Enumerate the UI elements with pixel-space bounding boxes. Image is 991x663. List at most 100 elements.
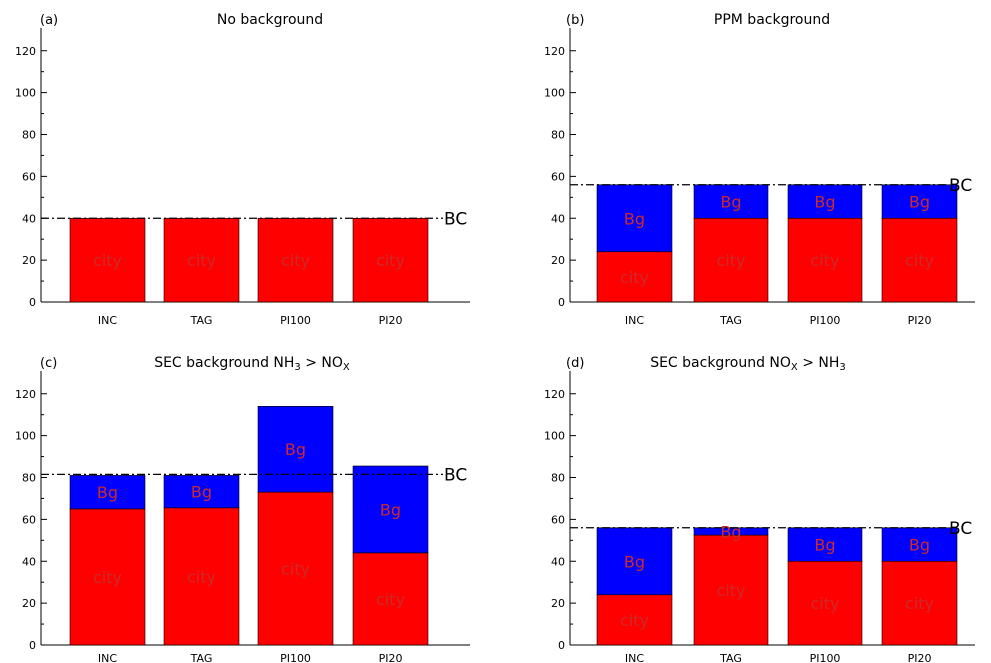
y-tick-label: 60 — [22, 170, 36, 183]
bar-segment-label: city — [905, 594, 934, 613]
chart-panel-1: (b) PPM background 0 20 40 60 80 100 120 city Bg IN… — [544, 12, 975, 327]
bar-segment-label: city — [376, 251, 405, 270]
bar-city — [881, 560, 958, 646]
bar-city — [787, 217, 863, 303]
panel-label: (d) — [566, 356, 584, 371]
bar-bg — [257, 406, 334, 493]
x-tick-label: TAG — [719, 314, 742, 327]
x-tick-label: TAG — [719, 652, 742, 663]
bar-bg — [881, 184, 958, 219]
title-segment: SEC background NH — [154, 355, 294, 371]
bar-segment-label: city — [811, 251, 840, 270]
title-segment: > NH — [798, 355, 840, 371]
bar-segment-label: city — [620, 611, 649, 630]
y-tick-label: 0 — [558, 639, 565, 652]
bar-city — [163, 507, 240, 646]
bar-segment-label: Bg — [720, 522, 741, 541]
bar-segment-label: city — [281, 560, 310, 579]
x-tick-label: PI100 — [280, 314, 311, 327]
bar-bg — [352, 465, 429, 554]
title-segment: > NO — [301, 355, 343, 371]
bar-segment-label: city — [717, 581, 746, 600]
y-tick-label: 100 — [15, 87, 36, 100]
x-tick-label: PI20 — [908, 652, 932, 663]
panel-title: SEC background NH3 > NOX — [154, 355, 350, 373]
bar-segment-label: city — [281, 251, 310, 270]
bar-city — [352, 217, 429, 303]
y-tick-label: 120 — [15, 388, 36, 401]
title-subscript: 3 — [839, 362, 845, 373]
chart-panel-0: (a) No background 0 20 40 60 80 100 120 city INC ci… — [15, 12, 470, 327]
title-segment: SEC background NO — [650, 355, 791, 371]
bar-segment-label: city — [376, 590, 405, 609]
y-tick-label: 80 — [551, 129, 565, 142]
bar-segment-label: Bg — [624, 209, 645, 228]
bar-bg — [596, 527, 673, 596]
chart-panel-2: (c) SEC background NH3 > NOX 0 20 40 60 80 100 1… — [15, 355, 470, 663]
x-tick-label: TAG — [190, 314, 213, 327]
bar-segment-label: city — [905, 251, 934, 270]
bar-city — [69, 508, 146, 646]
bar-bg — [163, 475, 240, 509]
x-tick-label: PI20 — [908, 314, 932, 327]
y-tick-label: 20 — [551, 597, 565, 610]
y-tick-label: 80 — [22, 472, 36, 485]
x-tick-label: PI100 — [280, 652, 311, 663]
bar-segment-label: city — [620, 268, 649, 287]
y-tick-label: 40 — [551, 212, 565, 225]
x-tick-label: PI100 — [810, 652, 841, 663]
reference-line-label: BC — [444, 465, 467, 485]
panel-title: PPM background — [714, 12, 830, 28]
reference-line-label: BC — [949, 519, 972, 539]
reference-line-label: BC — [949, 176, 972, 196]
x-tick-label: INC — [98, 652, 117, 663]
bar-segment-label: Bg — [624, 552, 645, 571]
chart-panel-3: (d) SEC background NOX > NH3 0 20 40 60 80 100 1… — [544, 355, 975, 663]
bar-segment-label: city — [93, 568, 122, 587]
panel-label: (a) — [40, 13, 58, 28]
bar-bg — [693, 184, 769, 219]
y-tick-label: 100 — [15, 430, 36, 443]
bar-city — [881, 217, 958, 303]
y-tick-label: 80 — [551, 472, 565, 485]
x-tick-label: INC — [625, 314, 644, 327]
panel-label: (b) — [566, 13, 584, 28]
x-tick-label: PI20 — [379, 314, 403, 327]
bar-segment-label: Bg — [191, 483, 212, 502]
x-tick-label: INC — [625, 652, 644, 663]
y-tick-label: 60 — [22, 513, 36, 526]
y-tick-label: 60 — [551, 170, 565, 183]
bar-city — [257, 217, 334, 303]
y-tick-label: 60 — [551, 513, 565, 526]
title-subscript: 3 — [294, 362, 300, 373]
bar-segment-label: Bg — [909, 536, 930, 555]
y-tick-label: 40 — [551, 555, 565, 568]
panel-title: No background — [217, 12, 323, 28]
bar-bg — [787, 184, 863, 219]
bar-segment-label: Bg — [285, 440, 306, 459]
bar-city — [352, 552, 429, 646]
y-tick-label: 20 — [22, 254, 36, 267]
bar-segment-label: city — [187, 251, 216, 270]
bar-segment-label: Bg — [97, 483, 118, 502]
y-tick-label: 20 — [22, 597, 36, 610]
x-tick-label: PI20 — [379, 652, 403, 663]
x-tick-label: PI100 — [810, 314, 841, 327]
y-tick-label: 100 — [544, 430, 565, 443]
y-tick-label: 40 — [22, 212, 36, 225]
panel-label: (c) — [40, 356, 57, 371]
title-subscript: X — [343, 362, 350, 373]
y-tick-label: 100 — [544, 87, 565, 100]
bar-segment-label: city — [187, 567, 216, 586]
y-tick-label: 120 — [15, 45, 36, 58]
bar-city — [787, 560, 863, 646]
bar-city — [693, 534, 769, 646]
y-tick-label: 80 — [22, 129, 36, 142]
bar-segment-label: Bg — [814, 193, 835, 212]
bar-bg — [69, 475, 146, 510]
bar-segment-label: city — [717, 251, 746, 270]
bar-city — [596, 594, 673, 646]
bar-segment-label: city — [93, 251, 122, 270]
bar-bg — [596, 184, 673, 253]
